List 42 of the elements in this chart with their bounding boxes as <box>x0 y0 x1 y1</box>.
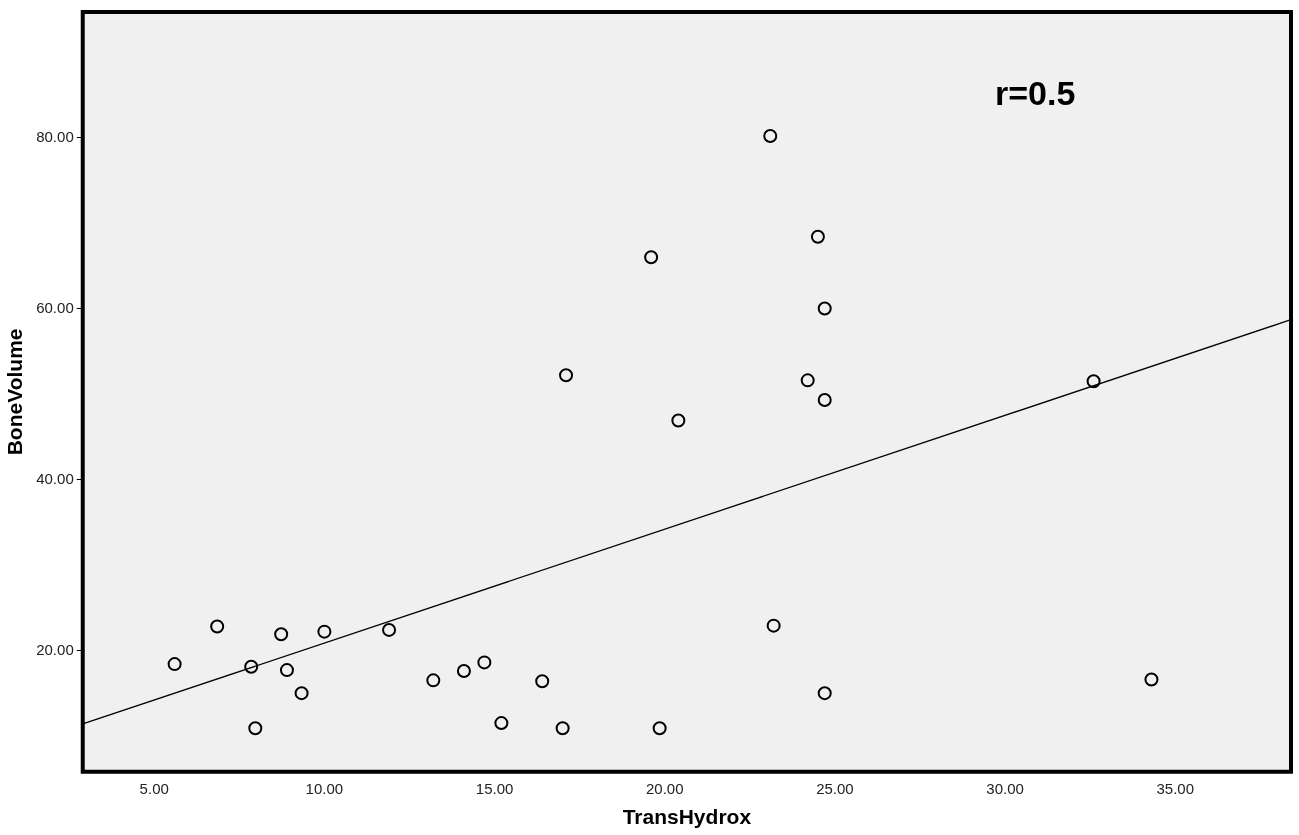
point <box>671 413 686 428</box>
point <box>810 229 825 244</box>
point <box>248 721 263 736</box>
point <box>652 721 667 736</box>
x-tick-label: 25.00 <box>816 779 854 797</box>
point <box>817 393 832 408</box>
point <box>1086 374 1101 389</box>
y-axis-title: BoneVolume <box>3 328 27 456</box>
y-tick-label: 80.00 <box>36 127 74 145</box>
x-tick-label: 5.00 <box>139 779 169 797</box>
point <box>274 627 289 642</box>
point <box>244 659 259 674</box>
y-tick-label: 20.00 <box>36 640 74 658</box>
x-tick-label: 30.00 <box>986 779 1024 797</box>
point <box>817 301 832 316</box>
point <box>494 716 509 731</box>
point <box>382 622 397 637</box>
y-tick-label: 60.00 <box>36 298 74 316</box>
annotation: r=0.5 <box>994 74 1076 113</box>
point <box>477 655 492 670</box>
point <box>456 663 471 678</box>
x-tick-label: 10.00 <box>305 779 344 797</box>
point <box>279 663 294 678</box>
x-tick-label: 20.00 <box>645 779 684 797</box>
point <box>535 674 550 689</box>
point <box>555 721 570 736</box>
point <box>317 624 332 639</box>
point <box>800 373 815 388</box>
x-tick-label: 15.00 <box>475 779 514 797</box>
point <box>559 368 574 383</box>
x-axis-title: TransHydrox <box>622 805 752 829</box>
point <box>644 250 659 265</box>
y-tick-label: 40.00 <box>36 469 74 487</box>
point <box>210 619 225 634</box>
point <box>766 618 781 633</box>
point <box>294 686 309 701</box>
x-tick-label: 35.00 <box>1156 779 1195 797</box>
point <box>167 657 182 672</box>
point <box>426 673 441 688</box>
point <box>763 128 778 143</box>
point <box>1144 672 1159 687</box>
point <box>817 686 832 701</box>
